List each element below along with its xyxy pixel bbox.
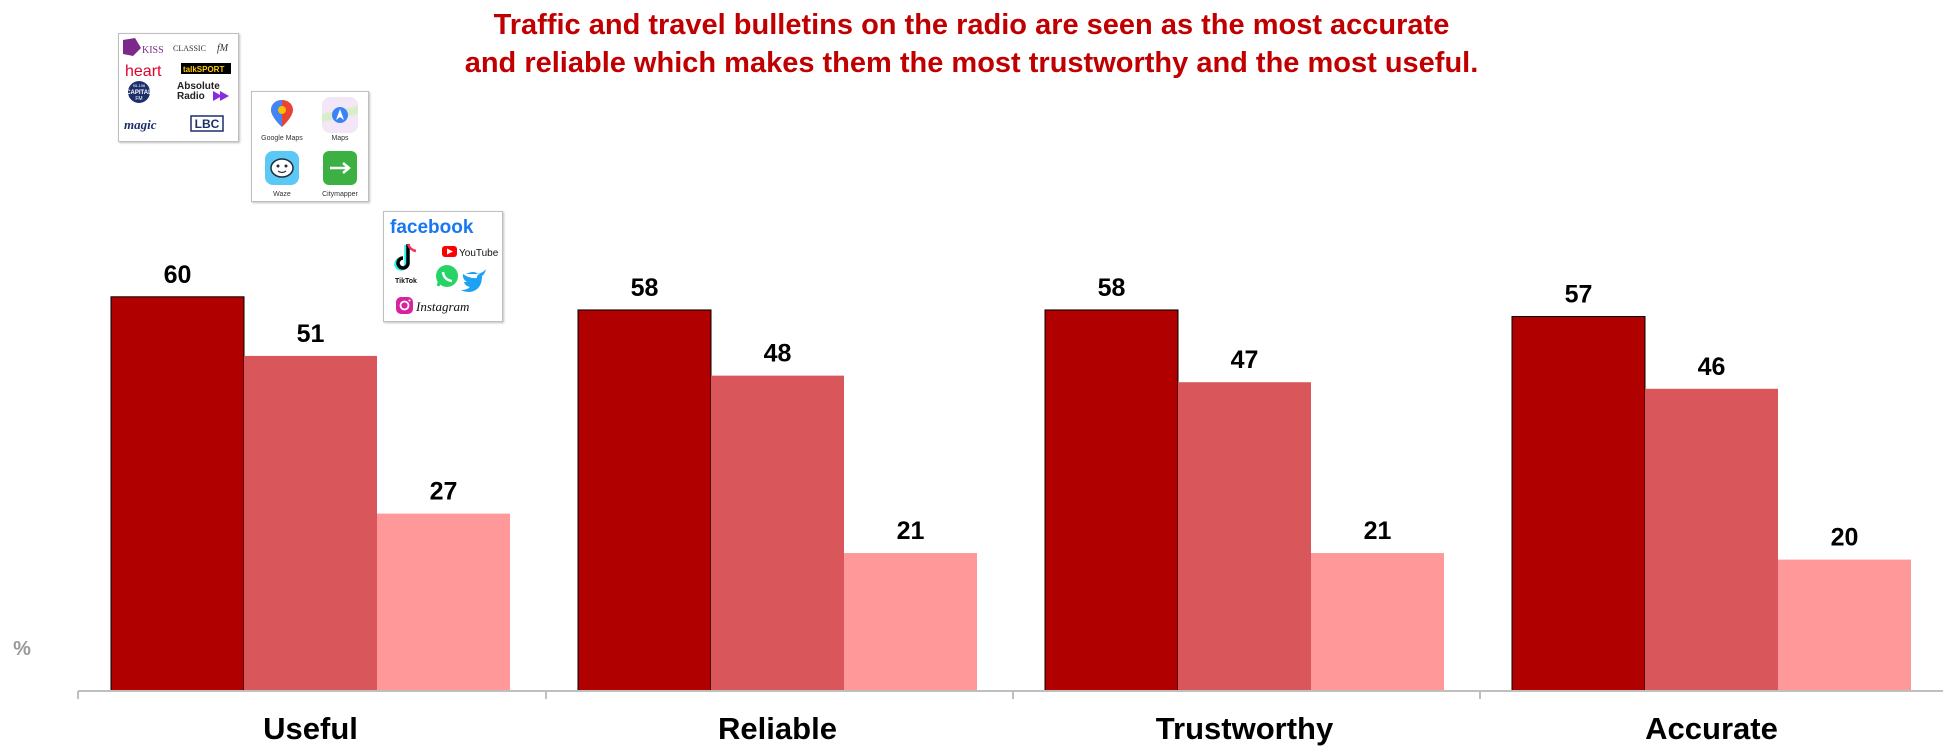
category-label-trustworthy: Trustworthy — [1156, 711, 1334, 746]
chart-title: Traffic and travel bulletins on the radi… — [0, 6, 1943, 82]
bar-trustworthy-series-3 — [1311, 553, 1444, 691]
svg-text:fM: fM — [217, 43, 229, 54]
data-label-reliable-series-3: 21 — [897, 517, 925, 545]
svg-text:CLASSIC: CLASSIC — [173, 44, 206, 53]
bar-accurate-series-3 — [1778, 559, 1911, 691]
svg-text:KISS: KISS — [142, 45, 164, 56]
svg-text:Maps: Maps — [331, 135, 349, 142]
instagram-logo: Instagram — [396, 297, 469, 314]
bar-reliable-series-2 — [711, 375, 844, 691]
capital-fm-logo: 95-106 CAPITAL FM — [126, 81, 152, 103]
data-label-trustworthy-series-3: 21 — [1364, 517, 1392, 545]
bar-accurate-series-2 — [1645, 388, 1778, 691]
data-label-accurate-series-3: 20 — [1831, 524, 1859, 552]
chart-title-line-1: Traffic and travel bulletins on the radi… — [493, 9, 1450, 41]
apple-maps-icon: Maps — [322, 97, 358, 142]
classic-fm-logo: CLASSIC fM — [173, 43, 229, 54]
lbc-logo: LBC — [190, 115, 224, 132]
x-axis: Useful Reliable Trustworthy Accurate — [77, 690, 1943, 746]
svg-text:Radio: Radio — [177, 91, 205, 102]
data-label-useful-series-2: 51 — [297, 320, 325, 348]
data-label-useful-series-1: 60 — [164, 261, 192, 289]
whatsapp-icon — [436, 265, 458, 287]
kiss-logo: KISS — [123, 38, 164, 56]
youtube-logo: YouTube — [442, 246, 499, 259]
google-maps-icon: Google Maps — [261, 100, 303, 142]
svg-text:Instagram: Instagram — [415, 299, 469, 314]
facebook-logo: facebook — [390, 217, 474, 238]
category-label-accurate: Accurate — [1645, 711, 1778, 746]
waze-icon: Waze — [265, 151, 299, 198]
data-label-reliable-series-1: 58 — [631, 274, 659, 302]
radio-stations-legend: KISS CLASSIC fM heart talkSPORT 95-106 C… — [118, 33, 239, 142]
data-labels-group: 60 51 27 58 48 21 58 47 21 57 46 20 — [164, 261, 1859, 552]
absolute-radio-logo: Absolute Radio — [177, 81, 229, 102]
data-label-trustworthy-series-1: 58 — [1098, 274, 1126, 302]
magic-logo: magic — [124, 117, 157, 132]
y-unit-label: % — [13, 638, 31, 660]
bars-group — [110, 296, 1911, 692]
category-label-reliable: Reliable — [718, 711, 837, 746]
data-label-reliable-series-2: 48 — [764, 340, 792, 368]
bar-useful-series-2 — [244, 355, 377, 691]
heart-logo: heart — [125, 63, 162, 80]
svg-text:Absolute: Absolute — [177, 81, 220, 92]
talksport-logo: talkSPORT — [181, 63, 231, 74]
map-apps-legend: Google Maps Maps Waze Citymapper — [251, 91, 369, 202]
social-media-legend: facebook YouTube TikTok Instagram — [383, 211, 503, 322]
bar-reliable-series-1 — [577, 309, 712, 692]
tiktok-logo: TikTok — [394, 243, 417, 285]
bar-trustworthy-series-1 — [1044, 309, 1179, 692]
twitter-icon — [461, 269, 486, 292]
data-label-accurate-series-2: 46 — [1698, 353, 1726, 381]
svg-text:Citymapper: Citymapper — [322, 191, 358, 198]
bar-reliable-series-3 — [844, 553, 977, 691]
category-label-useful: Useful — [263, 711, 358, 746]
data-label-trustworthy-series-2: 47 — [1231, 346, 1259, 374]
svg-text:FM: FM — [135, 96, 142, 102]
data-label-useful-series-3: 27 — [430, 478, 458, 506]
bar-trustworthy-series-2 — [1178, 382, 1311, 691]
data-label-accurate-series-1: 57 — [1565, 281, 1593, 309]
svg-text:Waze: Waze — [273, 191, 291, 198]
svg-text:TikTok: TikTok — [395, 278, 417, 285]
citymapper-icon: Citymapper — [322, 151, 359, 198]
svg-text:talkSPORT: talkSPORT — [183, 65, 224, 74]
bar-accurate-series-1 — [1511, 316, 1646, 692]
bar-useful-series-1 — [110, 296, 245, 692]
bar-useful-series-3 — [377, 513, 510, 691]
svg-text:LBC: LBC — [195, 117, 220, 131]
svg-text:95-106: 95-106 — [133, 83, 146, 88]
chart-title-line-2: and reliable which makes them the most t… — [464, 47, 1479, 79]
svg-text:CAPITAL: CAPITAL — [126, 90, 152, 96]
svg-text:Google Maps: Google Maps — [261, 135, 303, 142]
svg-text:YouTube: YouTube — [459, 248, 499, 259]
